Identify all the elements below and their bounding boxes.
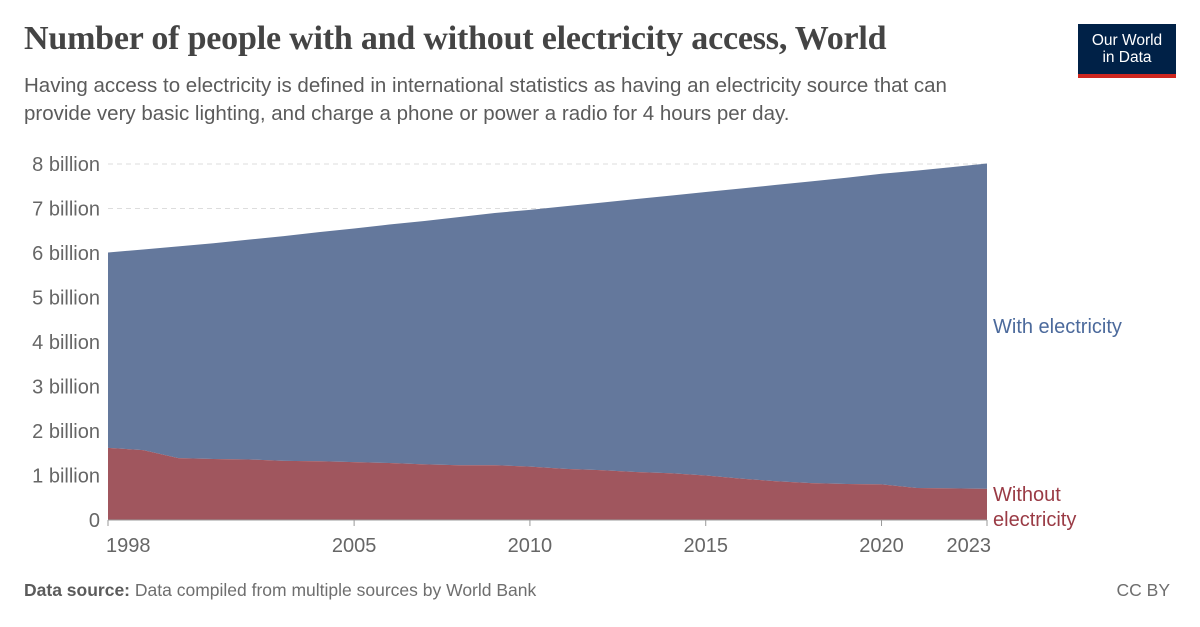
area-without-electricity[interactable] xyxy=(108,447,987,520)
y-tick-label: 5 billion xyxy=(32,288,100,310)
y-tick-label: 8 billion xyxy=(32,154,100,176)
x-tick-label: 2015 xyxy=(683,535,728,557)
area-with-electricity[interactable] xyxy=(108,163,987,489)
y-tick-label: 2 billion xyxy=(32,421,100,443)
y-tick-label: 3 billion xyxy=(32,377,100,399)
series-label-without-electricity: electricity xyxy=(993,509,1076,531)
data-source-text: Data compiled from multiple sources by W… xyxy=(134,580,537,600)
chart-subtitle: Having access to electricity is defined … xyxy=(24,74,947,125)
y-tick-label: 6 billion xyxy=(32,243,100,265)
x-tick-label: 2020 xyxy=(859,535,904,557)
y-tick-label: 1 billion xyxy=(32,466,100,488)
chart-axes: 0 1 billion 2 billion 3 billion 4 billion 5 b… xyxy=(32,154,991,557)
logo-line-1: Our World xyxy=(1091,32,1163,49)
x-tick-label: 2023 xyxy=(947,535,992,557)
owid-logo[interactable]: Our World in Data xyxy=(1078,24,1176,78)
series-label-without-electricity: Without xyxy=(993,484,1061,506)
y-tick-label: 4 billion xyxy=(32,332,100,354)
chart-title: Number of people with and without electr… xyxy=(24,20,887,57)
x-tick-label: 2010 xyxy=(508,535,553,557)
data-source-label: Data source: xyxy=(24,580,131,600)
series-label-with-electricity: With electricity xyxy=(993,316,1122,338)
logo-line-2: in Data xyxy=(1102,49,1152,66)
x-tick-label: 1998 xyxy=(106,535,151,557)
x-tick-label: 2005 xyxy=(332,535,377,557)
y-tick-label: 7 billion xyxy=(32,199,100,221)
data-source: Data source: Data compiled from multiple… xyxy=(24,580,536,601)
license-label[interactable]: CC BY xyxy=(1116,580,1170,600)
series-labels: With electricity Without electricity xyxy=(993,316,1122,531)
y-tick-label: 0 xyxy=(89,510,100,532)
chart-areas xyxy=(108,163,987,520)
